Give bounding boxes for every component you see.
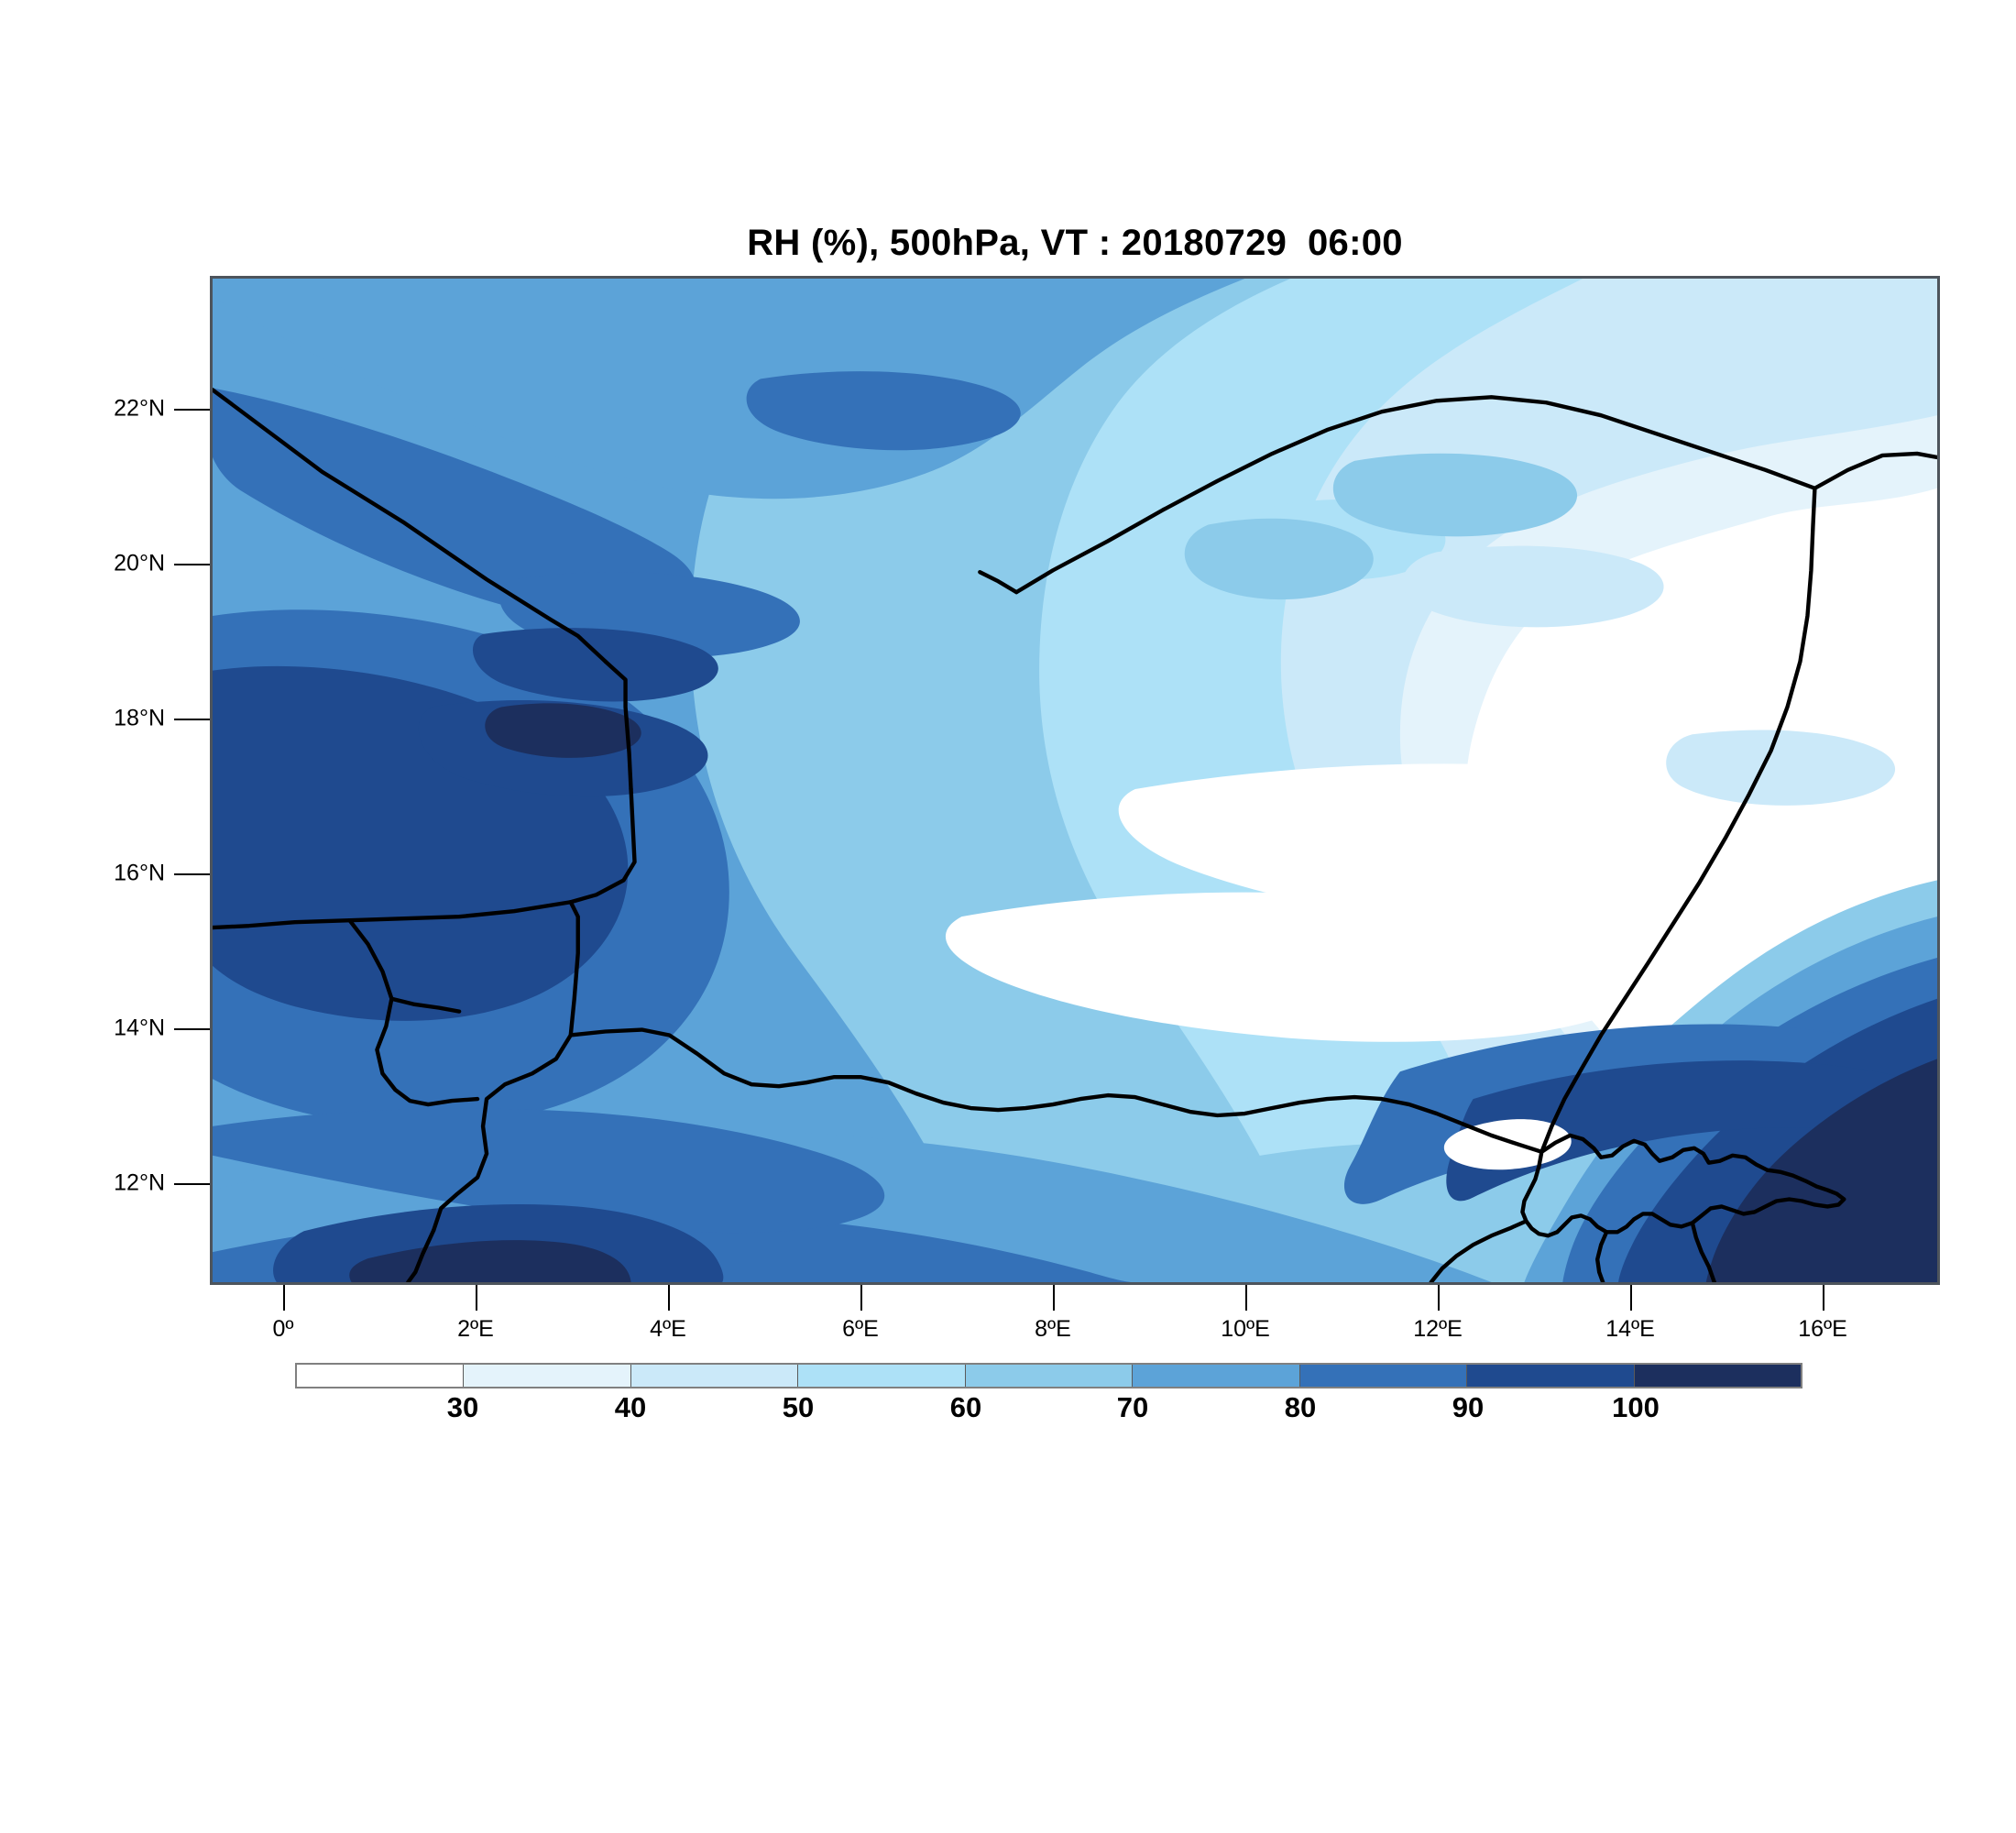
colorbar-band-gt100 [1633,1365,1801,1387]
colorbar-tick-100: 100 [1612,1391,1660,1423]
xtick-line-2E [476,1285,477,1311]
ytick-line-14N [174,1028,210,1030]
colorbar-tick-90: 90 [1452,1391,1485,1423]
rh-contour-map [213,279,1937,1282]
xtick-label-6E: 6ºE [842,1316,879,1342]
colorbar-band-60-70 [964,1365,1133,1387]
xtick-line-4E [668,1285,670,1311]
xtick-label-10E: 10ºE [1221,1316,1270,1342]
xtick-label-2E: 2ºE [457,1316,494,1342]
xtick-label-0: 0º [272,1316,294,1342]
ytick-line-18N [174,719,210,720]
page-title: RH (%), 500hPa, VT : 20180729 06:00 [747,223,1403,263]
colorbar-tick-40: 40 [614,1391,647,1423]
colorbar-band-70-80 [1132,1365,1299,1387]
xtick-line-8E [1053,1285,1055,1311]
colorbar-tick-60: 60 [949,1391,982,1423]
ytick-line-20N [174,564,210,565]
ytick-line-22N [174,409,210,411]
map-plot-area[interactable] [210,276,1940,1285]
colorbar-band-80-90 [1298,1365,1467,1387]
colorbar-tick-30: 30 [446,1391,479,1423]
ytick-label-12N: 12°N [114,1169,165,1196]
colorbar-band-50-60 [797,1365,965,1387]
xtick-line-12E [1438,1285,1440,1311]
colorbar-band-90-100 [1466,1365,1634,1387]
xtick-label-14E: 14ºE [1605,1316,1655,1342]
xtick-label-8E: 8ºE [1035,1316,1071,1342]
colorbar-tick-70: 70 [1116,1391,1149,1423]
colorbar-tick-80: 80 [1284,1391,1317,1423]
ytick-label-14N: 14°N [114,1015,165,1041]
ytick-line-12N [174,1183,210,1185]
ytick-label-20N: 20°N [114,550,165,576]
xtick-label-12E: 12ºE [1413,1316,1463,1342]
colorbar-band-lt30 [297,1365,464,1387]
xtick-line-6E [860,1285,862,1311]
colorbar-band-30-40 [463,1365,630,1387]
ytick-label-16N: 16°N [114,860,165,886]
colorbar-tick-50: 50 [782,1391,815,1423]
ytick-line-16N [174,873,210,875]
ytick-label-18N: 18°N [114,705,165,731]
xtick-label-16E: 16ºE [1798,1316,1847,1342]
xtick-line-0 [283,1285,285,1311]
xtick-line-14E [1630,1285,1632,1311]
xtick-label-4E: 4ºE [650,1316,686,1342]
xtick-line-10E [1245,1285,1247,1311]
rh-colorbar[interactable] [295,1363,1802,1388]
ytick-label-22N: 22°N [114,395,165,422]
colorbar-band-40-50 [630,1365,798,1387]
xtick-line-16E [1823,1285,1824,1311]
